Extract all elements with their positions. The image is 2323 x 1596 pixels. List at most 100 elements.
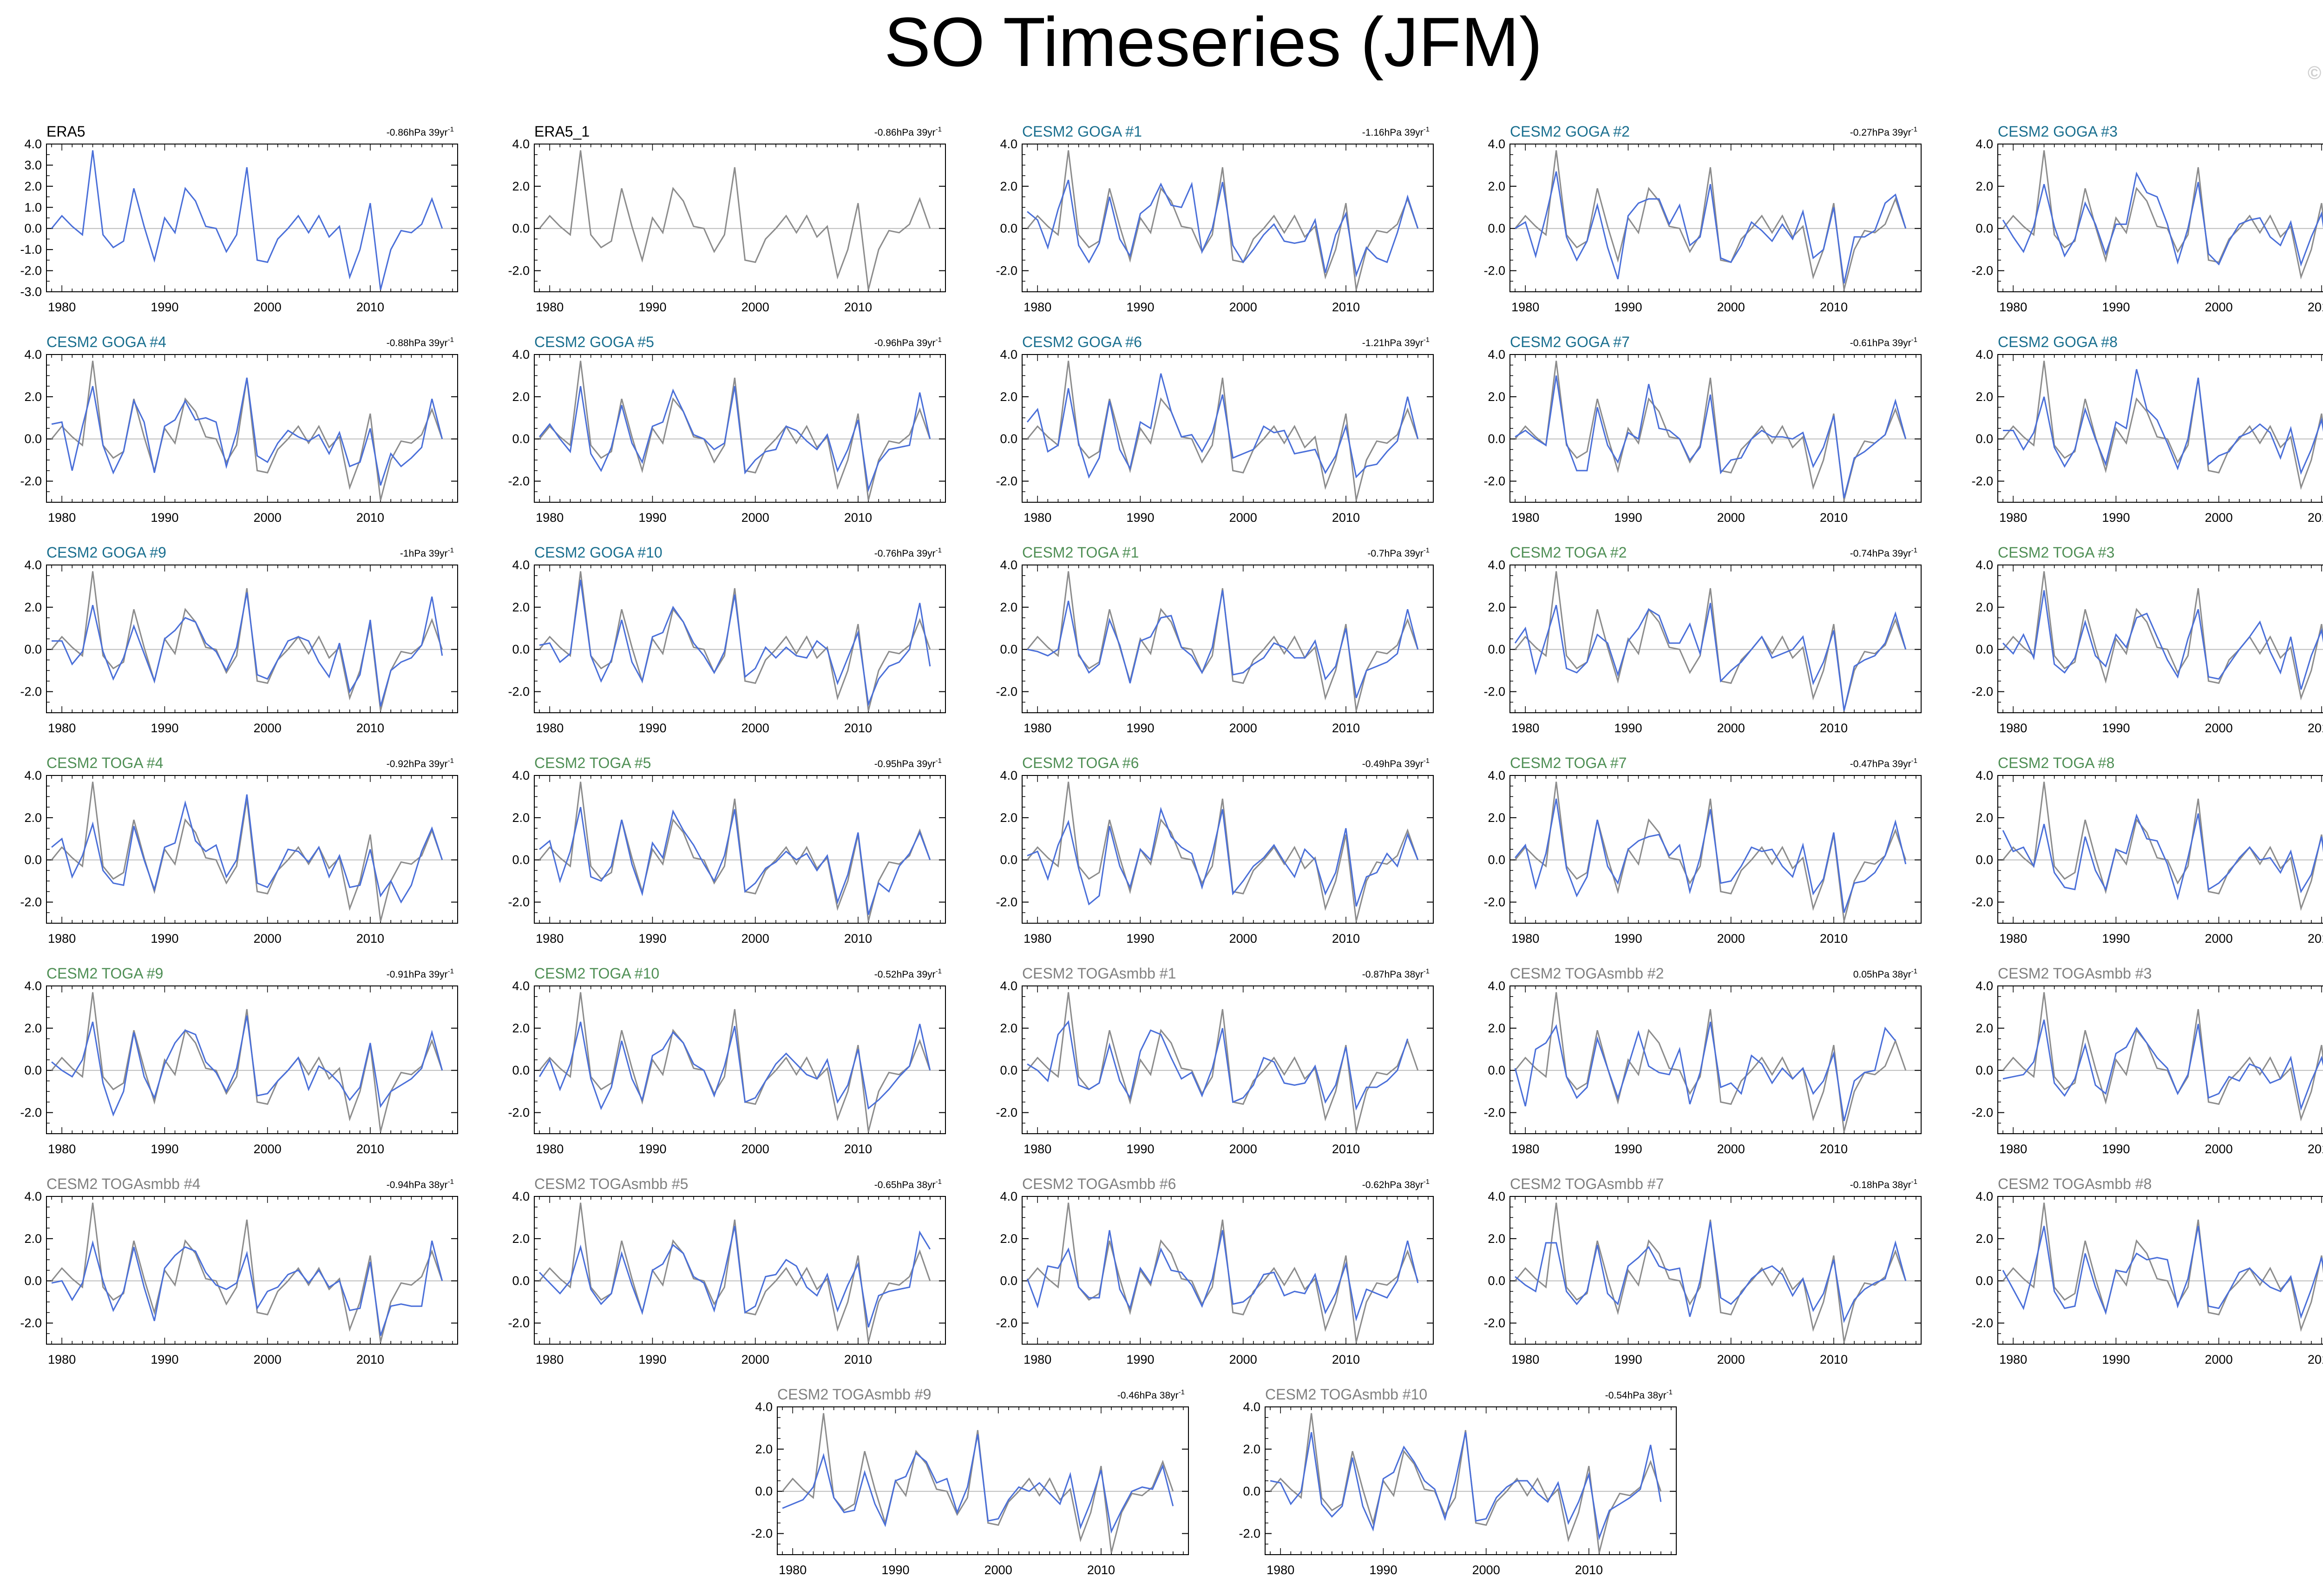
- reference-series-line: [1514, 1202, 1907, 1342]
- x-tick-label: 1980: [48, 300, 76, 314]
- panel-title: CESM2 TOGA #6: [1022, 755, 1139, 771]
- y-tick-label: 4.0: [1488, 1189, 1505, 1203]
- x-tick-label: 2010: [1332, 932, 1360, 946]
- model-series-line: [1514, 798, 1907, 913]
- panel-title: CESM2 GOGA #9: [46, 544, 166, 561]
- model-series-line: [1027, 590, 1419, 698]
- panel: CESM2 TOGA #8-0.32hPa 39yr-14.02.00.0-2.…: [1971, 755, 2323, 946]
- x-tick-label: 1990: [151, 721, 178, 735]
- panel-title: CESM2 TOGA #8: [1998, 755, 2114, 771]
- y-tick-label: 4.0: [512, 768, 530, 782]
- x-tick-label: 2010: [844, 721, 872, 735]
- panel: CESM2 GOGA #5 -0.96hPa 39yr-1 4.0 2.0 0.0 -2.…: [508, 334, 946, 525]
- y-tick-label: -2.0: [20, 685, 42, 699]
- y-tick-label: -2.0: [1239, 1527, 1260, 1541]
- y-tick-label: 2.0: [24, 811, 42, 825]
- x-tick-label: 2010: [1332, 511, 1360, 525]
- x-tick-label: 1980: [1999, 511, 2027, 525]
- model-series-line: [1027, 1020, 1409, 1111]
- trend-label: -0.92hPa 39yr-1: [387, 757, 454, 769]
- y-tick-label: 2.0: [1243, 1442, 1260, 1456]
- model-series-line: [51, 1015, 443, 1117]
- x-tick-label: 1990: [151, 932, 178, 946]
- x-tick-label: 2010: [356, 1142, 384, 1156]
- x-tick-label: 1990: [638, 511, 666, 525]
- y-tick-label: 0.0: [1488, 222, 1505, 236]
- y-tick-label: 4.0: [1488, 348, 1505, 361]
- y-tick-label: 0.0: [1000, 1064, 1017, 1077]
- model-series-line: [1515, 1222, 1907, 1323]
- y-tick-label: 4.0: [1975, 348, 1993, 361]
- x-tick-label: 2010: [1820, 1142, 1848, 1156]
- y-tick-label: -2.0: [508, 264, 530, 278]
- x-tick-label: 1990: [1126, 300, 1154, 314]
- y-tick-label: -2.0: [1971, 1316, 1993, 1330]
- trend-label: -0.7hPa 39yr-1: [1367, 546, 1430, 559]
- y-tick-label: -2.0: [508, 685, 530, 699]
- panel: CESM2 GOGA #3-0.65hPa 39yr-14.02.00.0-2.…: [1971, 123, 2323, 314]
- y-tick-label: -2.0: [20, 1316, 42, 1330]
- trend-label: -0.91hPa 39yr-1: [387, 967, 454, 980]
- x-tick-label: 2000: [2205, 721, 2233, 735]
- trend-label: -0.27hPa 39yr-1: [1850, 125, 1917, 138]
- model-series-line: [2002, 590, 2323, 690]
- y-tick-label: 2.0: [512, 1021, 530, 1035]
- panel: CESM2 TOGA #6 -0.49hPa 39yr-1 4.0 2.0 0.0 -2.…: [996, 755, 1434, 946]
- y-tick-label: 2.0: [512, 1232, 530, 1246]
- x-tick-label: 1980: [536, 300, 564, 314]
- x-tick-label: 1990: [1126, 721, 1154, 735]
- x-tick-label: 2000: [254, 1142, 282, 1156]
- x-tick-label: 2000: [742, 932, 769, 946]
- panel: CESM2 TOGAsmbb #8-0.39hPa 38yr-14.02.00.…: [1971, 1176, 2323, 1366]
- reference-series-line: [1026, 1202, 1419, 1342]
- x-tick-label: 2000: [742, 1142, 769, 1156]
- x-tick-label: 1990: [151, 1142, 178, 1156]
- x-tick-label: 1980: [1511, 932, 1539, 946]
- trend-label: -0.65hPa 38yr-1: [874, 1178, 942, 1190]
- model-series-line: [1027, 807, 1419, 907]
- x-tick-label: 1980: [536, 721, 564, 735]
- x-tick-label: 1990: [638, 932, 666, 946]
- x-tick-label: 2010: [844, 511, 872, 525]
- y-tick-label: 4.0: [512, 558, 530, 572]
- y-tick-label: -2.0: [1971, 895, 1993, 909]
- reference-series-line: [1026, 361, 1419, 500]
- trend-label: -1hPa 39yr-1: [400, 546, 454, 559]
- y-tick-label: -2.0: [508, 474, 530, 488]
- panel-title: CESM2 GOGA #4: [46, 334, 166, 350]
- x-tick-label: 2010: [844, 300, 872, 314]
- y-tick-label: 2.0: [24, 600, 42, 614]
- x-tick-label: 1980: [1024, 1142, 1051, 1156]
- x-tick-label: 1990: [881, 1563, 909, 1577]
- panel: CESM2 TOGAsmbb #1 -0.87hPa 38yr-1 4.0 2.0 0.…: [996, 965, 1434, 1156]
- x-tick-label: 2010: [1820, 1353, 1848, 1366]
- panel: CESM2 GOGA #8-0.99hPa 39yr-14.02.00.0-2.…: [1971, 334, 2323, 525]
- y-tick-label: 0.0: [1000, 1274, 1017, 1288]
- x-tick-label: 1990: [2102, 1142, 2130, 1156]
- x-tick-label: 2000: [742, 1353, 769, 1366]
- y-tick-label: 0.0: [24, 432, 42, 446]
- y-tick-label: -2.0: [996, 895, 1017, 909]
- panel-title: CESM2 GOGA #5: [534, 334, 654, 350]
- model-series-line: [2002, 171, 2323, 267]
- x-tick-label: 2010: [2308, 511, 2323, 525]
- panel: CESM2 TOGAsmbb #7 -0.18hPa 38yr-1 4.0 2.0 0.…: [1483, 1176, 1922, 1366]
- model-series-line: [1515, 375, 1907, 499]
- panel: CESM2 TOGAsmbb #5 -0.65hPa 38yr-1 4.0 2.0 0.…: [508, 1176, 946, 1366]
- y-tick-label: 0.0: [24, 1064, 42, 1077]
- x-tick-label: 1980: [536, 1353, 564, 1366]
- x-tick-label: 2000: [254, 300, 282, 314]
- x-tick-label: 1990: [638, 1142, 666, 1156]
- y-tick-label: 4.0: [24, 768, 42, 782]
- panel: ERA5_1 -0.86hPa 39yr-1 4.0 2.0 0.0 -2.0 1980 19…: [508, 123, 946, 314]
- panel-title: CESM2 GOGA #7: [1510, 334, 1630, 350]
- y-tick-label: 0.0: [755, 1484, 773, 1498]
- panel: CESM2 TOGAsmbb #3-0.59hPa 38yr-14.02.00.…: [1971, 965, 2323, 1156]
- x-tick-label: 1980: [48, 1142, 76, 1156]
- panel: CESM2 TOGAsmbb #9 -0.46hPa 38yr-1 4.0 2.0 0.…: [751, 1386, 1189, 1577]
- x-tick-label: 1990: [1614, 300, 1642, 314]
- x-tick-label: 1990: [1126, 932, 1154, 946]
- x-tick-label: 1990: [1614, 932, 1642, 946]
- panel-title: CESM2 TOGA #3: [1998, 544, 2114, 561]
- x-tick-label: 1980: [536, 932, 564, 946]
